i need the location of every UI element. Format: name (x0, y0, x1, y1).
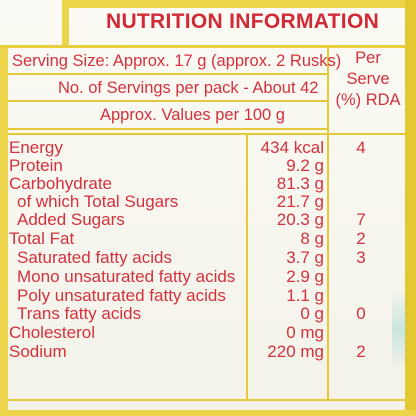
value-column-divider (246, 133, 248, 401)
nutrient-rda: 4 (356, 138, 366, 157)
nutrient-value: 9.2 g (286, 156, 324, 175)
nutrient-name: Sodium (9, 342, 67, 361)
per-serve-header: Per Serve (%) RDA (330, 48, 406, 111)
table-top-rule (8, 133, 405, 135)
nutrient-row: Saturated fatty acids 3.7 g 3 (0, 248, 416, 267)
nutrient-row: Poly unsaturated fatty acids 1.1 g (0, 286, 416, 305)
header-divider-1 (8, 73, 327, 75)
nutrient-value: 81.3 g (276, 174, 324, 193)
nutrient-row: Sodium 220 mg 2 (0, 342, 416, 361)
nutrient-name: Carbohydrate (9, 174, 113, 193)
nutrient-row: of which Total Sugars 21.7 g (0, 192, 416, 211)
per-serve-line-3: (%) RDA (335, 91, 401, 109)
nutrient-name: Added Sugars (17, 210, 125, 229)
nutrient-value: 0 mg (286, 323, 324, 342)
nutrient-name: Trans fatty acids (17, 304, 142, 323)
background-smudge (392, 290, 406, 370)
nutrient-name: Mono unsaturated fatty acids (17, 267, 236, 286)
nutrient-row: Protein 9.2 g (0, 156, 416, 175)
nutrient-name: Cholesterol (9, 323, 95, 342)
nutrient-row: Trans fatty acids 0 g 0 (0, 304, 416, 323)
nutrient-value: 21.7 g (276, 192, 324, 211)
nutrient-name: Total Fat (9, 229, 75, 248)
nutrient-value: 3.7 g (286, 248, 324, 267)
label-title: NUTRITION INFORMATION (106, 10, 380, 33)
nutrient-rda: 0 (356, 304, 366, 323)
header-divider-2 (8, 100, 327, 102)
nutrient-value: 220 mg (267, 342, 324, 361)
nutrient-name: Protein (9, 156, 63, 175)
servings-per-pack: No. of Servings per pack - About 42 (58, 79, 319, 97)
label-border-top (62, 0, 416, 8)
title-divider (0, 45, 416, 48)
rda-column-divider (327, 45, 329, 401)
label-border-right (405, 0, 416, 416)
nutrient-rda: 7 (356, 210, 366, 229)
nutrient-value: 20.3 g (276, 210, 324, 229)
nutrient-value: 2.9 g (286, 267, 324, 286)
header-divider-3 (8, 128, 327, 130)
nutrient-rda: 2 (356, 229, 366, 248)
nutrient-row: Mono unsaturated fatty acids 2.9 g (0, 267, 416, 286)
nutrient-row: Energy 434 kcal 4 (0, 138, 416, 157)
nutrient-name: of which Total Sugars (17, 192, 179, 211)
nutrient-value: 8 g (300, 229, 324, 248)
nutrient-name: Energy (9, 138, 63, 157)
table-bottom-rule (8, 399, 405, 401)
nutrient-name: Saturated fatty acids (17, 248, 172, 267)
nutrient-row: Total Fat 8 g 2 (0, 229, 416, 248)
nutrient-row: Carbohydrate 81.3 g (0, 174, 416, 193)
nutrient-row: Cholesterol 0 mg (0, 323, 416, 342)
nutrient-name: Poly unsaturated fatty acids (17, 286, 226, 305)
per-serve-line-1: Per (355, 49, 381, 67)
label-border-bottom (0, 410, 416, 416)
nutrient-value: 0 g (300, 304, 324, 323)
nutrient-rda: 3 (356, 248, 366, 267)
serving-size: Serving Size: Approx. 17 g (approx. 2 Ru… (12, 52, 342, 70)
values-basis: Approx. Values per 100 g (100, 106, 285, 124)
nutrient-row: Added Sugars 20.3 g 7 (0, 210, 416, 229)
nutrient-rda: 2 (356, 342, 366, 361)
label-border-left (0, 45, 8, 416)
per-serve-line-2: Serve (346, 70, 390, 88)
nutrient-value: 434 kcal (260, 138, 324, 157)
label-border-left-upper (62, 0, 69, 45)
nutrient-value: 1.1 g (286, 286, 324, 305)
